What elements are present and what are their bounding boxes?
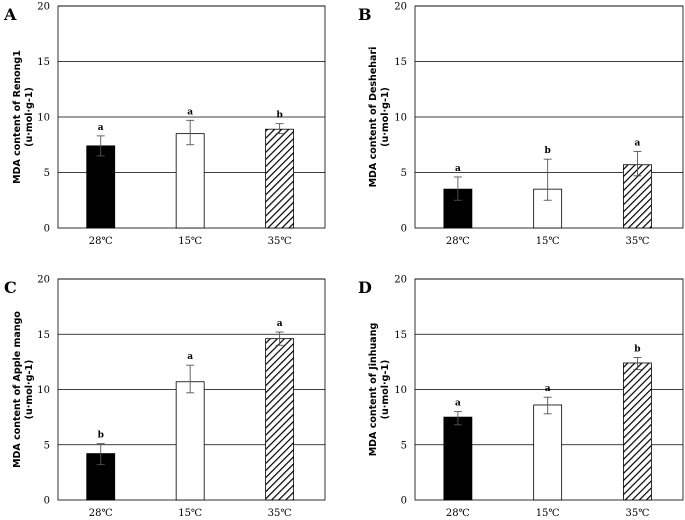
y-tick-label: 15	[394, 330, 407, 341]
bar-3	[265, 128, 295, 229]
y-tick-label: 20	[394, 2, 407, 13]
y-axis-label: (u·mol·g-1)	[380, 360, 391, 420]
y-tick-label: 10	[394, 385, 407, 396]
significance-label: a	[635, 138, 641, 148]
error-bar	[96, 443, 105, 466]
x-tick-label: 35℃	[625, 508, 649, 519]
x-tick-label: 15℃	[536, 236, 560, 247]
chart-panel-c: 0 5 10 15 20 MDA content of Apple mango (u·mol…	[4, 275, 326, 519]
y-axis-label: (u·mol·g-1)	[380, 87, 391, 147]
y-tick-label: 0	[401, 496, 407, 507]
bar-1	[86, 145, 116, 229]
significance-label: a	[187, 107, 193, 117]
y-axis-label: MDA content of Jinhuang	[368, 323, 379, 457]
significance-label: a	[455, 399, 461, 409]
significance-label: a	[277, 319, 283, 329]
error-bar	[275, 123, 284, 135]
y-tick-label: 20	[394, 275, 407, 286]
y-tick-label: 15	[394, 57, 407, 68]
x-tick-label: 28℃	[446, 236, 470, 247]
y-tick-label: 5	[401, 440, 407, 451]
panel-letter: A	[3, 5, 17, 24]
x-tick-label: 15℃	[178, 508, 202, 519]
error-bar	[633, 357, 642, 371]
y-tick-label: 5	[44, 168, 50, 179]
panel-letter: B	[358, 5, 372, 24]
y-tick-label: 10	[37, 385, 50, 396]
y-tick-label: 10	[394, 113, 407, 124]
x-tick-label: 15℃	[536, 508, 560, 519]
bar-2	[533, 404, 563, 501]
bar-1	[443, 416, 473, 501]
chart-panel-b: 0 5 10 15 20 MDA content of Deshehari (u·mol·g…	[358, 2, 684, 247]
error-bar	[96, 135, 105, 157]
bar-2	[175, 381, 205, 501]
y-tick-label: 15	[37, 330, 50, 341]
error-bar	[453, 411, 462, 426]
bar-3	[623, 362, 652, 501]
x-tick-label: 35℃	[625, 236, 649, 247]
significance-label: b	[634, 344, 640, 354]
panel-letter: C	[4, 278, 17, 297]
y-tick-label: 20	[37, 275, 50, 286]
error-bar	[543, 396, 552, 415]
significance-label: b	[98, 431, 104, 441]
y-tick-label: 5	[44, 440, 50, 451]
y-axis-label: MDA content of Renong1	[12, 50, 23, 184]
error-bar	[186, 119, 195, 146]
error-bar	[453, 176, 462, 201]
panel-letter: D	[358, 278, 372, 297]
significance-label: a	[545, 384, 551, 394]
significance-label: a	[98, 123, 104, 133]
y-tick-label: 20	[37, 2, 50, 13]
y-tick-label: 10	[37, 113, 50, 124]
y-tick-label: 15	[37, 57, 50, 68]
x-tick-label: 28℃	[89, 508, 113, 519]
significance-label: a	[455, 164, 461, 174]
significance-label: b	[545, 146, 551, 156]
x-tick-label: 35℃	[268, 508, 292, 519]
y-tick-label: 0	[44, 224, 50, 235]
y-tick-label: 5	[401, 168, 407, 179]
bar-3	[265, 338, 295, 501]
significance-label: b	[276, 111, 282, 121]
y-axis-label: (u·mol·g-1)	[24, 87, 35, 147]
x-tick-label: 28℃	[89, 236, 113, 247]
chart-panel-d: 0 5 10 15 20 MDA content of Jinhuang (u·mol·g-…	[358, 275, 684, 519]
x-tick-label: 15℃	[178, 236, 202, 247]
error-bar	[275, 331, 284, 346]
y-tick-label: 0	[401, 224, 407, 235]
significance-label: a	[187, 352, 193, 362]
x-tick-label: 28℃	[446, 508, 470, 519]
x-tick-label: 35℃	[268, 236, 292, 247]
error-bar	[633, 150, 642, 177]
y-axis-label: MDA content of Deshehari	[368, 47, 379, 188]
error-bar	[186, 364, 195, 394]
y-axis-label: MDA content of Apple mango	[12, 311, 23, 468]
y-axis-label: (u·mol·g-1)	[24, 360, 35, 420]
bar-2	[175, 133, 205, 229]
y-tick-label: 0	[44, 496, 50, 507]
error-bar	[543, 158, 552, 201]
chart-panel-a: 0 5 10 15 20 MDA content of Renong1 (u·mol·g-1…	[3, 2, 326, 247]
